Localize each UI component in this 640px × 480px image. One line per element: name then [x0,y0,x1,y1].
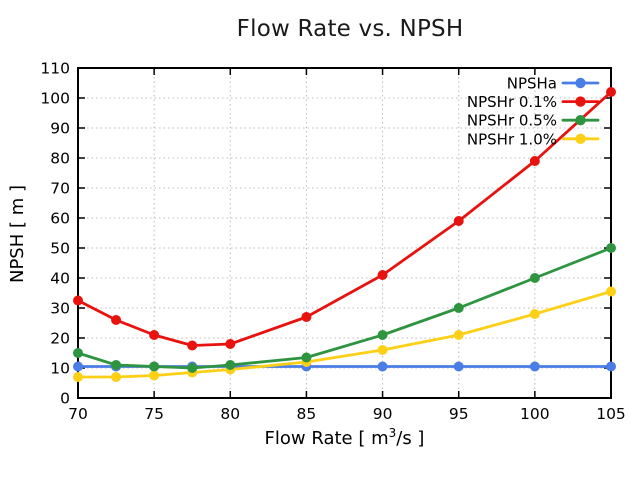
series-line-npshr-0-5 [76,246,613,370]
data-point-npsha [73,361,83,372]
legend-point-sample [575,115,586,126]
legend-point-sample [575,96,586,107]
x-tick-label: 70 [68,405,88,423]
data-point-npshr-0-5 [529,273,540,283]
data-point-npshr-1-0 [149,370,160,381]
y-tick-label: 70 [50,180,70,198]
chart-title: Flow Rate vs. NPSH [236,16,464,42]
data-point-npsha [377,361,388,372]
plot-border [77,67,612,399]
y-tick-label: 40 [50,270,70,288]
data-point-npshr-0-1 [529,156,540,166]
data-point-npshr-0-1 [377,270,388,280]
y-tick-label: 90 [50,120,70,138]
y-tick-label: 0 [60,390,70,408]
data-point-npshr-0-5 [606,243,616,253]
data-point-npshr-0-1 [111,315,122,325]
y-tick-label: 30 [50,300,70,318]
data-point-npshr-1-0 [606,286,616,297]
data-point-npshr-0-1 [225,339,236,349]
data-point-npshr-1-0 [529,309,540,319]
data-point-npshr-0-5 [301,352,312,363]
data-point-npsha [606,361,616,372]
legend-label-npshr-0-1: NPSHr 0.1% [467,93,557,111]
data-point-npshr-0-5 [111,360,122,370]
data-point-npsha [453,361,464,372]
data-point-npshr-0-5 [453,303,464,313]
x-tick-label: 105 [596,405,626,423]
y-tick-label: 10 [50,360,70,378]
x-tick-label: 90 [373,405,393,423]
x-tick-label: 75 [144,405,164,423]
y-tick-label: 50 [50,240,70,258]
x-axis-label-unit-text: /s ] [396,428,425,449]
data-point-npshr-0-5 [149,361,160,372]
data-point-npshr-0-5 [73,348,83,358]
legend-point-sample [575,77,586,89]
y-tick-label: 60 [50,210,70,228]
data-point-npshr-1-0 [73,372,83,382]
legend-label-npsha: NPSHa [507,75,557,93]
data-point-npshr-0-1 [453,216,464,226]
y-tick-label: 100 [40,90,70,108]
x-axis-label: Flow Rate [ m3/s ] [78,426,611,449]
x-tick-label: 95 [449,405,469,423]
data-point-npshr-0-5 [225,360,236,370]
y-tick-label: 80 [50,150,70,168]
data-point-npshr-0-5 [187,363,198,373]
data-point-npshr-1-0 [111,372,122,382]
series-line-npshr-0-1 [76,90,613,347]
data-point-npshr-0-1 [301,312,312,322]
x-tick-label: 100 [520,405,550,423]
data-point-npshr-0-1 [187,340,198,351]
legend-label-npshr-1-0: NPSHr 1.0% [467,130,557,148]
data-point-npsha [529,361,540,372]
x-tick-label: 80 [220,405,240,423]
data-point-npshr-0-1 [606,87,616,97]
data-point-npshr-0-5 [377,330,388,340]
data-point-npshr-0-1 [73,295,83,306]
x-axis-label-superscript: 3 [388,426,397,440]
data-point-npshr-0-1 [149,330,160,340]
y-tick-label: 110 [40,60,70,78]
y-tick-label: 20 [50,330,70,348]
legend-label-npshr-0-5: NPSHr 0.5% [467,112,557,130]
series-line-npshr-1-0 [76,290,613,379]
data-point-npshr-1-0 [453,330,464,340]
x-tick-label: 85 [297,405,317,423]
legend-point-sample [575,133,586,144]
data-point-npshr-1-0 [377,345,388,355]
x-axis-label-text: Flow Rate [ m [264,428,389,449]
